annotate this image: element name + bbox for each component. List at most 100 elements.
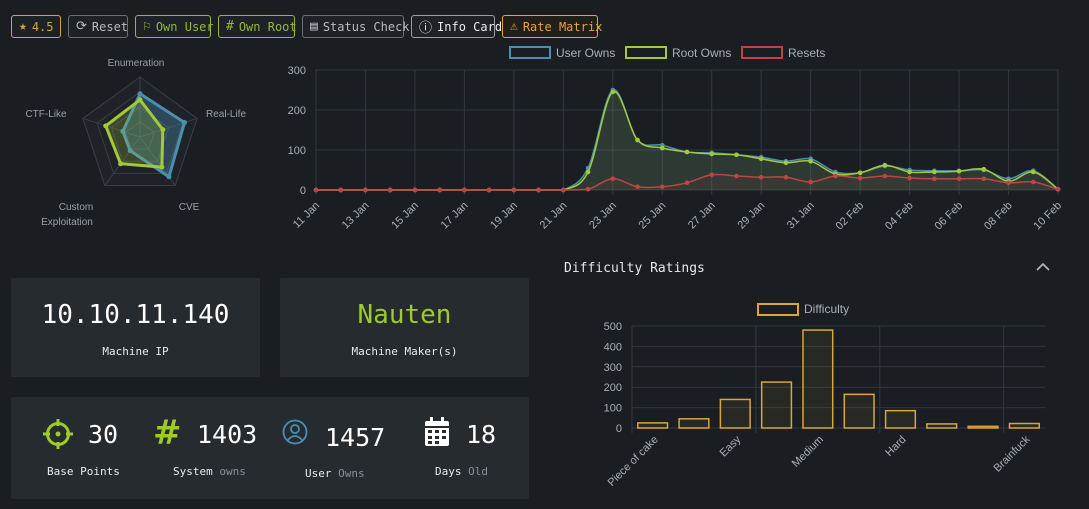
y-tick-label: 300	[288, 65, 306, 77]
x-tick-label: Hard	[883, 434, 908, 459]
data-point	[709, 151, 715, 157]
data-point	[313, 187, 319, 193]
difficulty-bar	[1008, 422, 1040, 429]
difficulty-bar	[802, 329, 834, 429]
data-point	[1030, 179, 1036, 185]
data-point	[907, 169, 912, 175]
data-point	[734, 152, 739, 158]
data-point	[462, 187, 467, 193]
user-owns-value: 1457	[325, 423, 386, 452]
data-point	[659, 184, 665, 190]
difficulty-bar	[884, 409, 917, 429]
flag-icon: ⚐	[143, 19, 151, 34]
data-point	[659, 145, 665, 151]
data-point	[882, 173, 888, 179]
data-point	[956, 168, 962, 174]
data-point	[486, 187, 492, 193]
x-tick-label: 29 Jan	[735, 200, 767, 232]
data-point	[783, 174, 789, 180]
info-card-button[interactable]: ⓘ Info Card	[411, 15, 502, 38]
base-points-value: 30	[88, 420, 119, 449]
rate-matrix-button[interactable]: ⚠ Rate Matrix	[502, 15, 602, 38]
x-tick-label: Piece of cake	[606, 434, 661, 489]
data-point	[585, 169, 591, 175]
legend-label: Difficulty	[804, 302, 849, 316]
legend-swatch	[757, 303, 799, 316]
warning-icon: ⚠	[510, 19, 518, 34]
y-tick-label: 0	[616, 423, 622, 435]
radar-point	[127, 148, 133, 154]
machine-ip-value[interactable]: 10.10.11.140	[41, 300, 230, 330]
radar-point	[103, 123, 109, 129]
refresh-icon: ⟳	[76, 19, 87, 34]
own-user-button[interactable]: ⚐ Own User	[135, 15, 214, 38]
legend-swatch	[741, 46, 783, 59]
machine-maker-label: Machine Maker(s)	[351, 345, 458, 358]
radar-point	[137, 91, 143, 97]
hash-icon: #	[153, 413, 182, 453]
data-point	[610, 176, 616, 182]
data-point	[932, 176, 937, 182]
rating-button[interactable]: ★ 4.5	[11, 15, 61, 38]
data-point	[1030, 169, 1036, 175]
data-point	[387, 187, 393, 193]
x-tick-label: Medium	[790, 434, 826, 470]
system-owns-value: 1403	[197, 420, 258, 449]
data-point	[536, 187, 541, 193]
data-point	[1006, 180, 1011, 186]
data-point	[363, 187, 368, 193]
machine-maker-value[interactable]: Nauten	[357, 300, 452, 330]
radar-axis-label: CTF-Like	[25, 109, 67, 120]
data-point	[783, 160, 789, 166]
machine-stats-card: 30 Base Points # 1403 System owns 1457 U…	[11, 397, 529, 499]
x-tick-label: 11 Jan	[291, 200, 322, 231]
radar-point	[159, 164, 165, 170]
y-tick-label: 200	[288, 105, 306, 117]
x-tick-label: 25 Jan	[637, 200, 669, 232]
data-point	[833, 173, 838, 179]
x-tick-label: Easy	[718, 433, 744, 459]
own-root-button[interactable]: # Own Root	[218, 15, 297, 38]
x-tick-label: 15 Jan	[389, 200, 421, 232]
radar-spoke	[104, 136, 141, 186]
radar-point	[160, 127, 166, 133]
x-tick-label: 04 Feb	[883, 200, 916, 232]
machine-ip-card: 10.10.11.140 Machine IP	[11, 278, 260, 377]
server-icon: ▤	[310, 19, 318, 34]
x-tick-label: 19 Jan	[488, 200, 520, 232]
radar-series-2	[103, 97, 165, 169]
machine-ip-label: Machine IP	[102, 345, 169, 358]
y-tick-label: 200	[604, 382, 622, 394]
x-tick-label: 21 Jan	[538, 200, 570, 232]
data-point	[758, 174, 764, 180]
user-owns-label: User Owns	[305, 467, 365, 480]
system-owns-label: System owns	[173, 465, 246, 478]
data-point	[808, 158, 813, 164]
info-icon: ⓘ	[419, 21, 433, 36]
data-point	[412, 187, 418, 193]
difficulty-bar	[760, 381, 793, 429]
data-point	[561, 187, 566, 193]
radar-axis-label: Real-Life	[206, 109, 246, 120]
legend-label: Root Owns	[672, 46, 731, 60]
data-point	[709, 172, 715, 178]
user-icon	[282, 419, 308, 445]
y-tick-label: 300	[604, 362, 622, 374]
x-tick-label: 27 Jan	[686, 200, 718, 232]
chevron-up-icon[interactable]	[1036, 262, 1050, 272]
data-point	[857, 175, 863, 181]
reset-button[interactable]: ⟳ Reset	[68, 15, 128, 38]
data-point	[635, 137, 640, 143]
calendar-icon	[425, 417, 449, 446]
data-point	[734, 173, 739, 179]
x-tick-label: 13 Jan	[340, 200, 372, 232]
legend-swatch	[625, 46, 667, 59]
status-check-button[interactable]: ▤ Status Check	[302, 15, 410, 38]
difficulty-ratings-title: Difficulty Ratings	[564, 261, 705, 276]
radar-spoke	[82, 117, 141, 138]
difficulty-bar	[843, 393, 875, 429]
difficulty-bar	[678, 418, 710, 429]
data-point	[610, 89, 616, 95]
data-point	[857, 170, 863, 176]
data-point	[907, 175, 912, 181]
